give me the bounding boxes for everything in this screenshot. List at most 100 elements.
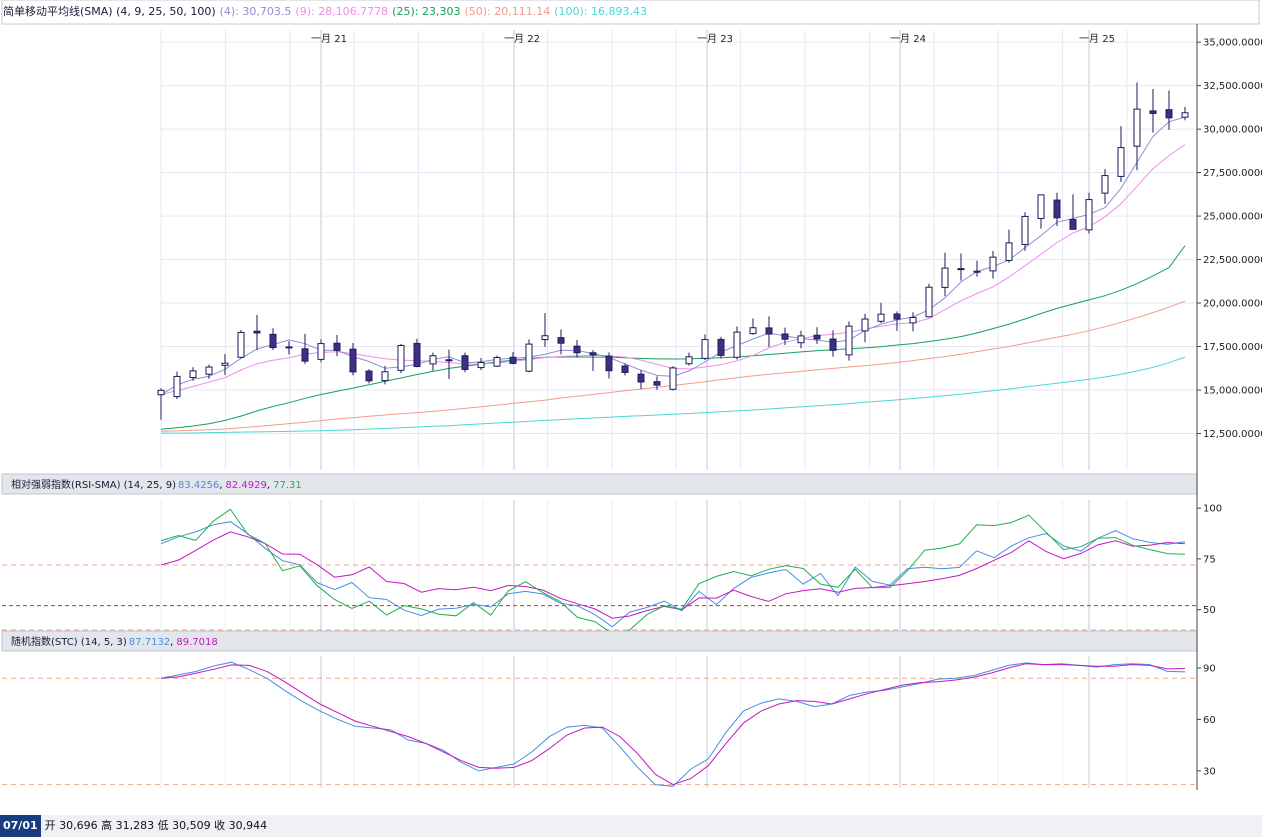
candle[interactable] xyxy=(525,339,533,373)
candle-body xyxy=(525,343,533,372)
candle[interactable] xyxy=(333,335,341,357)
candle-body xyxy=(765,327,773,335)
candle[interactable] xyxy=(237,330,245,359)
candle[interactable] xyxy=(189,367,197,381)
candle[interactable] xyxy=(989,251,997,279)
candle[interactable] xyxy=(1117,126,1125,182)
candle[interactable] xyxy=(1021,212,1029,251)
candle[interactable] xyxy=(733,326,741,360)
sma9-value: (9): 28,106.7778 xyxy=(295,5,389,18)
sma-legend-name: 简单移动平均线(SMA) (4, 9, 25, 50, 100) xyxy=(3,5,216,18)
candle[interactable] xyxy=(381,365,389,385)
candle[interactable] xyxy=(413,338,421,368)
candle[interactable] xyxy=(685,352,693,366)
candle-body xyxy=(557,337,565,344)
candle[interactable] xyxy=(205,364,213,379)
stc-y-axis: 90 60 30 xyxy=(1197,664,1216,777)
candle[interactable] xyxy=(589,350,597,371)
candle[interactable] xyxy=(605,352,613,379)
candle[interactable] xyxy=(477,358,485,370)
candle[interactable] xyxy=(509,352,517,365)
candle[interactable] xyxy=(925,283,933,318)
candle-body xyxy=(573,345,581,354)
candle[interactable] xyxy=(701,334,709,361)
candle[interactable] xyxy=(317,339,325,363)
candle-body xyxy=(973,270,981,273)
candle[interactable] xyxy=(173,371,181,400)
x-tick-label: 一月 24 xyxy=(890,33,926,45)
candle[interactable] xyxy=(541,313,549,347)
candle[interactable] xyxy=(573,339,581,358)
rsi-value: 83.4256 xyxy=(177,480,220,491)
candles[interactable] xyxy=(157,82,1189,420)
candle[interactable] xyxy=(301,333,309,364)
candle[interactable] xyxy=(221,354,229,376)
candle[interactable] xyxy=(669,366,677,391)
candle[interactable] xyxy=(1149,88,1157,133)
candle[interactable] xyxy=(765,316,773,348)
candle[interactable] xyxy=(893,311,901,331)
candle[interactable] xyxy=(637,370,645,389)
candle-body xyxy=(253,330,261,334)
candle-body xyxy=(845,325,853,356)
rsi-legend: 相对强弱指数(RSI-SMA) (14, 25, 9) 83.4256, 82.49… xyxy=(11,480,302,491)
candle[interactable] xyxy=(1069,194,1077,230)
candle[interactable] xyxy=(1181,106,1189,121)
stc-k-line xyxy=(160,661,1186,787)
candle[interactable] xyxy=(829,330,837,357)
candle[interactable] xyxy=(269,328,277,350)
candle[interactable] xyxy=(397,343,405,374)
candle[interactable] xyxy=(813,327,821,344)
candle[interactable] xyxy=(445,349,453,380)
candle[interactable] xyxy=(1005,229,1013,263)
candle[interactable] xyxy=(845,321,853,361)
candle[interactable] xyxy=(749,318,757,335)
candle-body xyxy=(1037,194,1045,220)
rsi-grid xyxy=(2,500,1197,631)
candle[interactable] xyxy=(957,253,965,281)
candle[interactable] xyxy=(909,312,917,332)
candle[interactable] xyxy=(941,252,949,297)
candle[interactable] xyxy=(557,329,565,355)
candle-body xyxy=(957,268,965,271)
candle[interactable] xyxy=(973,260,981,277)
candle[interactable] xyxy=(1085,192,1093,234)
candle[interactable] xyxy=(717,336,725,359)
candle[interactable] xyxy=(1101,169,1109,204)
candle[interactable] xyxy=(1165,90,1173,130)
candle-body xyxy=(829,338,837,351)
y-tick-label: 27,500.0000 xyxy=(1203,168,1262,179)
candle[interactable] xyxy=(285,341,293,355)
stc-grid xyxy=(2,656,1197,788)
candle-body xyxy=(189,370,197,378)
candle[interactable] xyxy=(1037,194,1045,229)
candle-body xyxy=(589,352,597,356)
candle-body xyxy=(429,355,437,365)
candle[interactable] xyxy=(781,327,789,345)
candle-body xyxy=(269,333,277,349)
candle[interactable] xyxy=(461,352,469,373)
y-tick-label: 32,500.0000 xyxy=(1203,81,1262,92)
candle[interactable] xyxy=(349,343,357,376)
candle-body xyxy=(925,286,933,318)
candle[interactable] xyxy=(861,313,869,343)
candle[interactable] xyxy=(493,355,501,368)
candle-body xyxy=(1053,199,1061,219)
ohlc-footer: 07/01 开 30,696 高 31,283 低 30,509 收 30,944 xyxy=(0,815,1262,837)
candle-body xyxy=(717,338,725,356)
candle[interactable] xyxy=(621,363,629,376)
candle[interactable] xyxy=(253,314,261,351)
footer-ohlc: 开 30,696 高 31,283 低 30,509 收 30,944 xyxy=(44,819,268,832)
candle[interactable] xyxy=(157,388,165,420)
candle[interactable] xyxy=(797,330,805,349)
candle-body xyxy=(621,365,629,373)
candle[interactable] xyxy=(429,352,437,371)
candle[interactable] xyxy=(877,302,885,324)
candle[interactable] xyxy=(365,369,373,384)
sma-legend: 简单移动平均线(SMA) (4, 9, 25, 50, 100) (4): 30,… xyxy=(3,4,651,23)
y-tick-label: 100 xyxy=(1203,504,1222,515)
candle[interactable] xyxy=(1053,192,1061,226)
candle[interactable] xyxy=(1133,82,1141,171)
sma25-line xyxy=(160,245,1186,430)
candle[interactable] xyxy=(653,376,661,390)
